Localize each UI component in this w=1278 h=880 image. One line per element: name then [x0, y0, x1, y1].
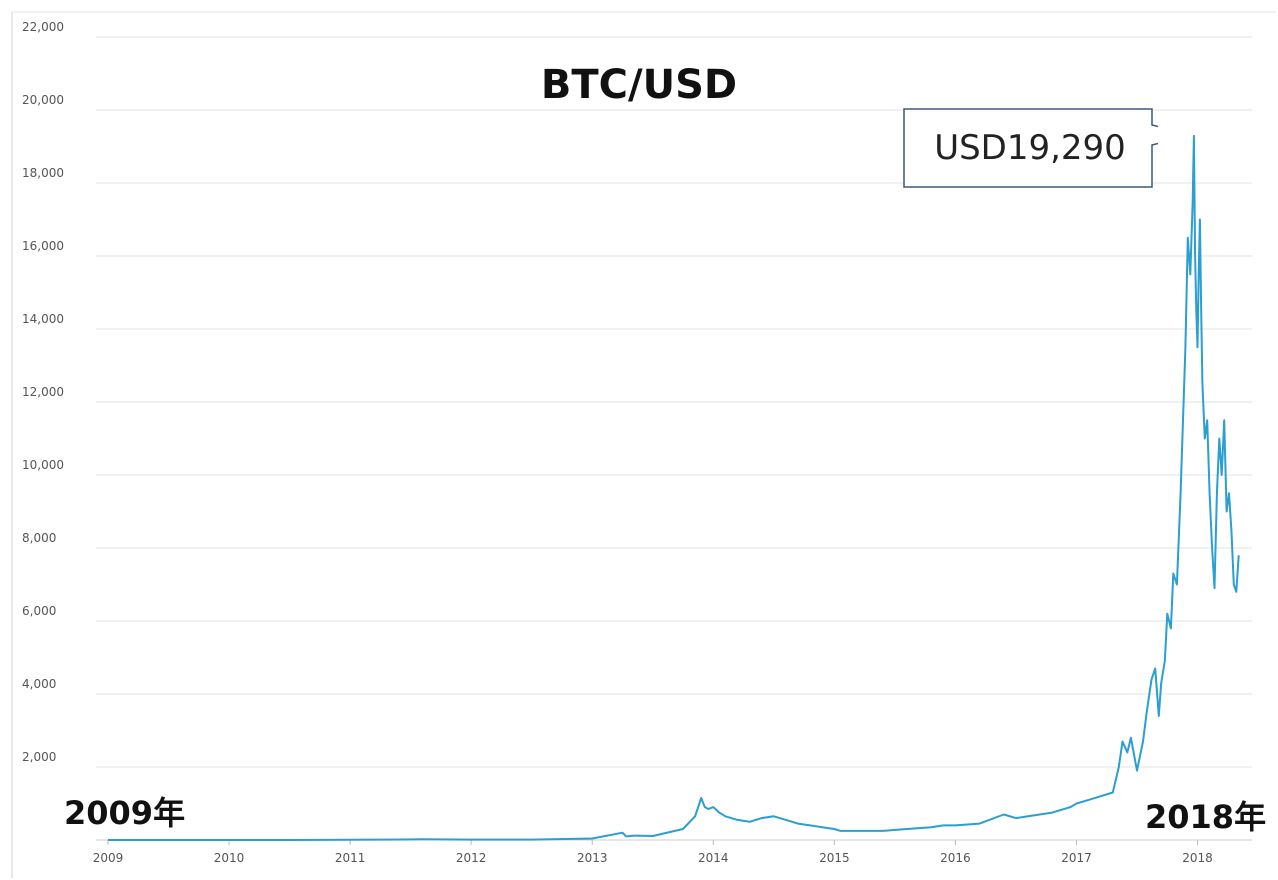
end-year-label: 2018年	[1145, 798, 1267, 836]
x-tick-label: 2009	[93, 851, 124, 865]
y-tick-label: 12,000	[22, 385, 64, 399]
x-tick-label: 2012	[456, 851, 487, 865]
y-tick-label: 20,000	[22, 93, 64, 107]
y-tick-label: 2,000	[22, 750, 56, 764]
x-tick-label: 2011	[335, 851, 366, 865]
x-tick-label: 2013	[577, 851, 608, 865]
y-tick-label: 4,000	[22, 677, 56, 691]
y-tick-label: 14,000	[22, 312, 64, 326]
x-tick-label: 2017	[1061, 851, 1092, 865]
x-tick-label: 2018	[1182, 851, 1213, 865]
y-tick-label: 10,000	[22, 458, 64, 472]
y-tick-label: 6,000	[22, 604, 56, 618]
x-tick-label: 2014	[698, 851, 729, 865]
x-tick-label: 2010	[214, 851, 245, 865]
start-year-label: 2009年	[64, 794, 186, 832]
y-tick-label: 8,000	[22, 531, 56, 545]
peak-callout-label: USD19,290	[934, 128, 1126, 168]
y-tick-label: 22,000	[22, 20, 64, 34]
btc-price-line	[108, 134, 1240, 841]
y-tick-label: 16,000	[22, 239, 64, 253]
x-tick-label: 2016	[940, 851, 971, 865]
peak-callout-box	[903, 108, 1158, 188]
x-tick-label: 2015	[819, 851, 850, 865]
chart-title: BTC/USD	[540, 62, 738, 108]
y-tick-label: 18,000	[22, 166, 64, 180]
